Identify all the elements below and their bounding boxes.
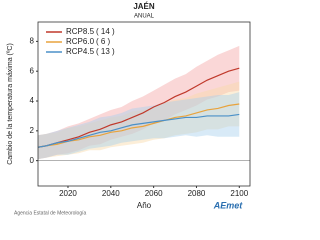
y-axis-label: Cambio de la temperatura máxima (ºC) xyxy=(7,43,14,165)
x-tick-label: 2080 xyxy=(188,189,206,198)
legend-label: RCP6.0 xyxy=(66,37,95,46)
x-axis-label: Año xyxy=(137,201,152,210)
y-tick-label: 0 xyxy=(30,156,35,165)
series-line xyxy=(37,67,240,148)
legend-label: RCP8.5 xyxy=(66,27,95,36)
plot-frame xyxy=(37,21,251,187)
series-line xyxy=(37,113,240,148)
x-tick-label: 2020 xyxy=(59,189,77,198)
y-tick-label: 6 xyxy=(30,66,35,75)
y-tick-label: 8 xyxy=(30,36,35,45)
band-upper xyxy=(38,92,240,160)
y-tick-label: 2 xyxy=(30,126,35,135)
legend-count: ( 6 ) xyxy=(96,37,111,46)
y-tick-label: 4 xyxy=(30,96,35,105)
chart: JAÉN ANUAL Cambio de la temperatura máxi… xyxy=(7,2,251,216)
legend-count: ( 14 ) xyxy=(96,27,115,36)
x-tick-label: 2100 xyxy=(230,189,248,198)
x-tick-label: 2040 xyxy=(102,189,120,198)
footer: Agencia Estatal de Meteorología xyxy=(14,210,86,216)
band-upper xyxy=(38,81,240,160)
band-upper xyxy=(38,45,240,160)
chart-subtitle: ANUAL xyxy=(134,14,155,20)
x-tick-label: 2060 xyxy=(145,189,163,198)
chart-title: JAÉN xyxy=(133,2,155,11)
logo: AEmet xyxy=(213,200,244,210)
legend-count: ( 13 ) xyxy=(96,47,115,56)
legend-label: RCP4.5 xyxy=(66,47,95,56)
